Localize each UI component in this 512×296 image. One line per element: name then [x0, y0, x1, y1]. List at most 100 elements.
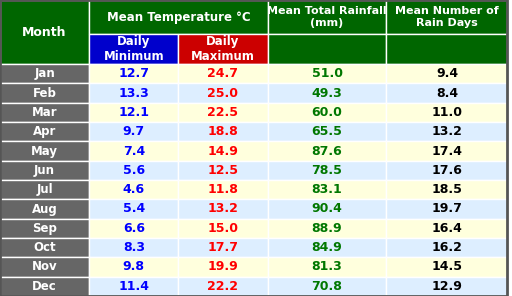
Text: 11.0: 11.0	[432, 106, 462, 119]
Bar	[0, 0, 89, 64]
Text: 9.4: 9.4	[436, 67, 458, 80]
Bar	[268, 257, 387, 277]
Bar	[387, 180, 507, 199]
Text: 16.2: 16.2	[432, 241, 462, 254]
Bar	[89, 141, 178, 161]
Text: 6.6: 6.6	[123, 222, 145, 235]
Text: 12.7: 12.7	[118, 67, 150, 80]
Text: 25.0: 25.0	[207, 86, 239, 99]
Bar	[0, 199, 89, 219]
Bar	[0, 103, 89, 122]
Bar	[89, 103, 178, 122]
Text: 15.0: 15.0	[207, 222, 239, 235]
Text: 87.6: 87.6	[312, 144, 343, 157]
Text: Jan: Jan	[34, 67, 55, 80]
Text: 22.5: 22.5	[207, 106, 239, 119]
Bar	[0, 64, 89, 83]
Bar	[387, 161, 507, 180]
Text: 9.7: 9.7	[123, 125, 145, 138]
Bar	[387, 277, 507, 296]
Text: Aug: Aug	[32, 202, 57, 215]
Bar	[89, 277, 178, 296]
Text: 24.7: 24.7	[207, 67, 239, 80]
Text: 84.9: 84.9	[312, 241, 343, 254]
Text: 81.3: 81.3	[312, 260, 343, 274]
Text: 5.4: 5.4	[123, 202, 145, 215]
Text: 4.6: 4.6	[123, 183, 145, 196]
Bar	[268, 277, 387, 296]
Bar	[387, 83, 507, 103]
Text: 65.5: 65.5	[312, 125, 343, 138]
Text: 22.2: 22.2	[207, 280, 239, 293]
Text: 88.9: 88.9	[312, 222, 343, 235]
Text: 49.3: 49.3	[312, 86, 343, 99]
Text: 13.2: 13.2	[207, 202, 239, 215]
Text: Jul: Jul	[36, 183, 53, 196]
Bar	[89, 0, 268, 34]
Text: 14.9: 14.9	[207, 144, 239, 157]
Text: Mean Total Rainfall
(mm): Mean Total Rainfall (mm)	[267, 6, 387, 28]
Bar	[268, 161, 387, 180]
Text: 12.5: 12.5	[207, 164, 239, 177]
Text: 17.7: 17.7	[207, 241, 239, 254]
Bar	[89, 122, 178, 141]
Bar	[178, 103, 268, 122]
Bar	[387, 0, 507, 34]
Text: 11.4: 11.4	[118, 280, 150, 293]
Text: Feb: Feb	[33, 86, 56, 99]
Bar	[89, 257, 178, 277]
Text: 12.1: 12.1	[118, 106, 150, 119]
Text: 51.0: 51.0	[311, 67, 343, 80]
Bar	[178, 257, 268, 277]
Bar	[89, 180, 178, 199]
Bar	[387, 103, 507, 122]
Bar	[268, 199, 387, 219]
Text: Mar: Mar	[32, 106, 57, 119]
Text: 83.1: 83.1	[312, 183, 343, 196]
Text: 19.7: 19.7	[432, 202, 462, 215]
Bar	[178, 238, 268, 257]
Bar	[268, 180, 387, 199]
Text: Oct: Oct	[33, 241, 56, 254]
Bar	[0, 180, 89, 199]
Bar	[0, 122, 89, 141]
Bar	[268, 83, 387, 103]
Bar	[387, 34, 507, 64]
Bar	[387, 257, 507, 277]
Bar	[268, 219, 387, 238]
Bar	[178, 277, 268, 296]
Text: 5.6: 5.6	[123, 164, 145, 177]
Bar	[178, 64, 268, 83]
Bar	[268, 238, 387, 257]
Text: 12.9: 12.9	[432, 280, 462, 293]
Bar	[387, 122, 507, 141]
Bar	[89, 34, 178, 64]
Text: Mean Number of
Rain Days: Mean Number of Rain Days	[395, 6, 499, 28]
Text: Nov: Nov	[32, 260, 57, 274]
Text: Apr: Apr	[33, 125, 56, 138]
Text: 16.4: 16.4	[432, 222, 462, 235]
Bar	[89, 64, 178, 83]
Text: 78.5: 78.5	[312, 164, 343, 177]
Bar	[0, 238, 89, 257]
Bar	[387, 141, 507, 161]
Bar	[268, 141, 387, 161]
Bar	[268, 103, 387, 122]
Text: 18.8: 18.8	[207, 125, 239, 138]
Text: 11.8: 11.8	[207, 183, 239, 196]
Text: 17.6: 17.6	[432, 164, 462, 177]
Text: 13.3: 13.3	[118, 86, 149, 99]
Bar	[387, 199, 507, 219]
Bar	[178, 180, 268, 199]
Bar	[0, 161, 89, 180]
Text: Daily
Maximum: Daily Maximum	[191, 35, 255, 63]
Bar	[0, 141, 89, 161]
Text: 8.4: 8.4	[436, 86, 458, 99]
Bar	[0, 257, 89, 277]
Text: 8.3: 8.3	[123, 241, 145, 254]
Text: 17.4: 17.4	[432, 144, 462, 157]
Bar	[0, 219, 89, 238]
Text: 14.5: 14.5	[432, 260, 462, 274]
Bar	[178, 122, 268, 141]
Bar	[89, 83, 178, 103]
